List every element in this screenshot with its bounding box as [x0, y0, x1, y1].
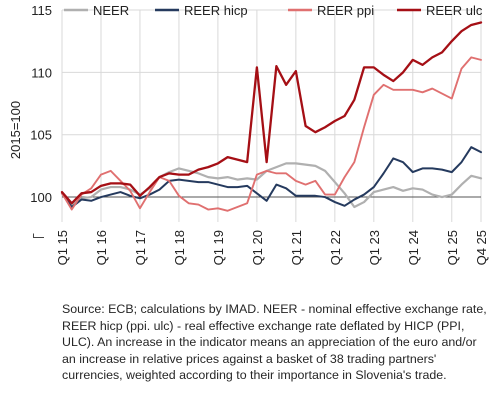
series-lines — [60, 21, 483, 212]
x-tick-label: Q1 20 — [250, 230, 265, 265]
x-tick-label: Q1 24 — [406, 230, 421, 265]
x-tick-label: Q1 18 — [172, 230, 187, 265]
series-line-reer-ppi — [61, 56, 482, 212]
legend-label: REER hicp — [184, 3, 248, 18]
series-line-reer-hicp — [61, 146, 482, 209]
x-tick-label: Q1 15 — [55, 230, 70, 265]
axis-break-icon — [33, 233, 44, 238]
y-axis-label: 2015=100 — [8, 101, 23, 159]
legend: NEER REER hicp REER ppi REER ulc — [64, 3, 483, 18]
y-tick-label: 115 — [31, 3, 52, 18]
legend-label: NEER — [93, 3, 129, 18]
x-tick-label: Q1 19 — [211, 230, 226, 265]
source-note: Source: ECB; calculations by IMAD. NEER … — [62, 302, 487, 383]
y-tick-label: 100 — [30, 190, 52, 205]
x-tick-label: Q1 25 — [445, 230, 460, 265]
legend-label: REER ulc — [426, 3, 483, 18]
y-tick-label: 105 — [30, 128, 52, 143]
series-line-neer — [60, 162, 483, 209]
x-tick-label: Q4 25 — [474, 230, 489, 265]
y-tick-label: 110 — [31, 65, 52, 80]
x-tick-label: Q1 16 — [94, 230, 109, 265]
x-tick-label: Q1 22 — [328, 230, 343, 265]
x-tick-label: Q1 17 — [133, 230, 148, 265]
x-tick-labels: Q1 15 Q1 16 Q1 17 Q1 18 Q1 19 Q1 20 Q1 21 Q1 22… — [55, 230, 489, 265]
x-tick-label: Q1 21 — [289, 230, 304, 265]
series-line-reer-ulc — [60, 21, 483, 205]
y-tick-labels: 100 105 110 115 — [30, 3, 52, 205]
legend-label: REER ppi — [317, 3, 374, 18]
x-tick-label: Q1 23 — [367, 230, 382, 265]
